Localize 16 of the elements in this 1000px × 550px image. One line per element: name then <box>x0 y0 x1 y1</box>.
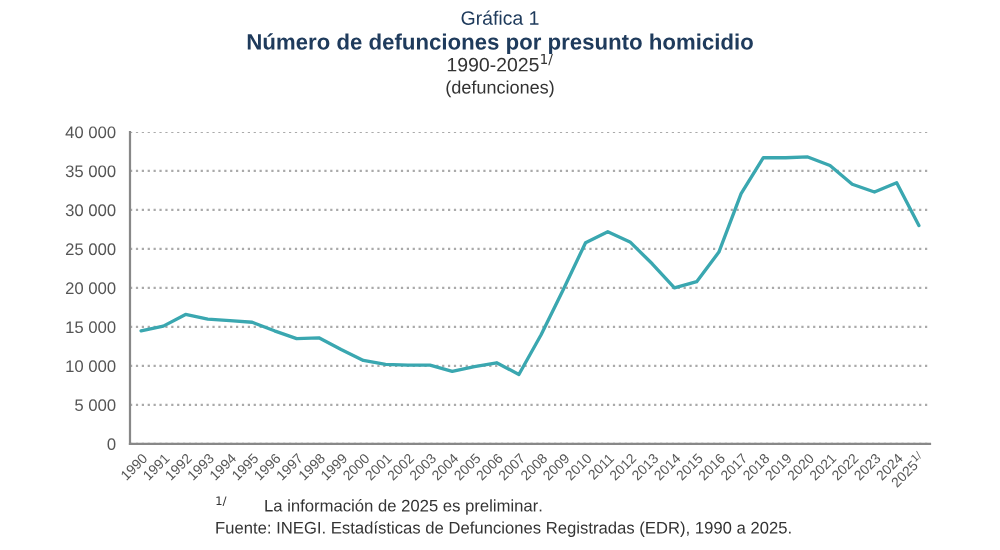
text: 1990-2025$^{1/}$ <box>447 54 553 72</box>
y-tick-label: 15 000 <box>66 321 116 334</box>
y-tick-label: 25 000 <box>65 243 116 256</box>
y-tick-label: 35 000 <box>65 165 116 178</box>
chart-title: Gráfica 1 <box>461 10 539 25</box>
text: $^{1/}$ La información de 2025 es preliminar. <box>216 496 542 515</box>
source-note: Fuente: INEGI. Estadísticas de Defunciones Registradas (EDR), 1990 a 2025. <box>216 521 791 537</box>
y-tick-label: 10 000 <box>66 360 116 373</box>
chart-subtitle: Número de defunciones por presunto homicidio <box>247 33 753 55</box>
y-tick-label: 20 000 <box>65 282 116 295</box>
text: (defunciones) <box>446 80 554 98</box>
line-series <box>139 155 921 377</box>
y-tick-label: 5 000 <box>75 399 116 412</box>
y-tick-label: 0 <box>107 438 116 451</box>
y-tick-label: 40 000 <box>65 126 116 139</box>
y-tick-label: 30 000 <box>65 204 116 217</box>
